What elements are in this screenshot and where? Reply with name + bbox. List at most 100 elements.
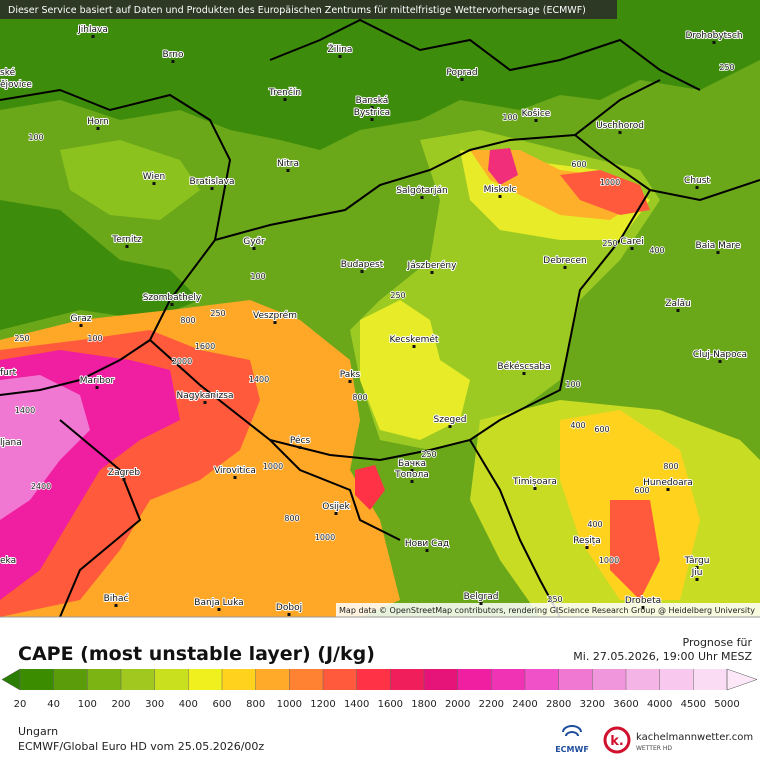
- place-label: Târgu: [684, 556, 710, 566]
- contour-label: 1000: [263, 462, 283, 471]
- colorbar-label: 600: [212, 699, 231, 710]
- places: Jihlava Brno Žilina Poprad Drohobytsch ské ějo…: [0, 24, 748, 616]
- colorbar-label: 2800: [546, 699, 571, 710]
- place-label: Belgrad: [464, 592, 499, 602]
- place-label: Kecskemét: [390, 334, 439, 345]
- colorbar-label: 1800: [411, 699, 436, 710]
- place-dot: [348, 380, 352, 383]
- place-dot: [283, 98, 287, 101]
- place-dot: [534, 119, 538, 122]
- place-label: ějovice: [0, 80, 32, 90]
- place-dot: [412, 345, 416, 348]
- place-dot: [370, 106, 374, 109]
- contour-label: 100: [502, 113, 517, 122]
- colorbar-segment: [255, 669, 290, 690]
- contour-label: 600: [571, 160, 586, 169]
- colorbar-label: 4500: [681, 699, 706, 710]
- borders: [0, 18, 760, 618]
- place-dot: [338, 55, 342, 58]
- contour-label: 600: [594, 425, 609, 434]
- place-label: Ternitz: [111, 235, 142, 245]
- colorbar: 20 40 100 200 300 400 600 800 1000 1200 1400 1600 18…: [1, 668, 758, 710]
- place-dot: [203, 401, 207, 404]
- contour-label: 400: [570, 421, 585, 430]
- colorbar-label: 4000: [647, 699, 672, 710]
- contour-label: 2000: [172, 357, 192, 366]
- colorbar-label: 200: [111, 699, 130, 710]
- place-dot: [210, 187, 214, 190]
- place-dot: [152, 182, 156, 185]
- colorbar-label: 2400: [512, 699, 537, 710]
- place-dot: [425, 549, 429, 552]
- ecmwf-logo: ECMWF: [555, 725, 589, 754]
- contour-label: 800: [284, 514, 299, 523]
- place-dot: [522, 372, 526, 375]
- place-label: Banská: [356, 96, 389, 106]
- place-label: Топола: [394, 470, 429, 480]
- colorbar-label: 5000: [714, 699, 739, 710]
- place-dot: [448, 425, 452, 428]
- brand-sub: WETTER HD: [636, 745, 672, 752]
- place-label: Baia Mare: [696, 241, 741, 251]
- place-label: ské: [0, 67, 16, 78]
- place-label: Banja Luka: [194, 598, 243, 608]
- contour-label: 1000: [600, 178, 620, 187]
- place-dot: [114, 604, 118, 607]
- contour-label: 600: [634, 486, 649, 495]
- place-dot: [410, 480, 414, 483]
- colorbar-label: 400: [179, 699, 198, 710]
- contour-label: 250: [210, 309, 225, 318]
- place-dot: [252, 247, 256, 250]
- brand: kachelmannwetter.com: [636, 732, 753, 743]
- colorbar-label: 3200: [580, 699, 605, 710]
- colorbar-segment: [356, 669, 391, 690]
- place-dot: [718, 360, 722, 363]
- place-dot: [716, 251, 720, 254]
- place-label: Nitra: [277, 159, 299, 169]
- contour-label: 250: [719, 63, 734, 72]
- contour-label: 100: [250, 272, 265, 281]
- contour-label: 100: [28, 133, 43, 142]
- colorbar-label: 100: [78, 699, 97, 710]
- place-label: Chust: [684, 176, 710, 186]
- place-label: Pécs: [290, 435, 311, 446]
- place-label: Bratislava: [190, 177, 235, 187]
- colorbar-segment: [626, 669, 660, 690]
- place-dot: [286, 169, 290, 172]
- colorbar-segment: [87, 669, 122, 690]
- place-label: Jászberény: [407, 260, 458, 271]
- place-label: Drobeta: [625, 596, 661, 606]
- place-dot: [91, 35, 95, 38]
- contour-label: 250: [14, 334, 29, 343]
- brand-icon: k.: [610, 734, 624, 749]
- place-label: Graz: [71, 314, 92, 324]
- place-dot: [95, 386, 99, 389]
- place-label: Drohobytsch: [685, 31, 742, 41]
- contour-label: 250: [421, 450, 436, 459]
- legend-title: CAPE (most unstable layer) (J/kg): [18, 643, 375, 665]
- place-label: Bystrica: [354, 108, 390, 118]
- place-dot: [695, 578, 699, 581]
- place-dot: [217, 608, 221, 611]
- place-label: Doboj: [276, 603, 302, 613]
- contour-label: 1600: [195, 342, 215, 351]
- place-label: Zalău: [665, 299, 690, 309]
- place-label: Košice: [522, 108, 551, 119]
- header-notice: Dieser Service basiert auf Daten und Pro…: [8, 5, 586, 16]
- colorbar-label: 300: [145, 699, 164, 710]
- place-dot: [360, 270, 364, 273]
- place-label: Debrecen: [543, 256, 586, 266]
- contour-label: 2400: [31, 482, 51, 491]
- place-label: Nagykanizsa: [177, 391, 234, 401]
- colorbar-segment: [154, 669, 189, 690]
- contour-label: 250: [547, 595, 562, 604]
- place-label: Zagreb: [108, 468, 140, 478]
- place-dot: [479, 602, 483, 605]
- place-label: Wien: [143, 172, 165, 182]
- brand-logo: k. kachelmannwetter.com WETTER HD: [603, 726, 753, 754]
- colorbar-label: 1400: [344, 699, 369, 710]
- place-label: Maribor: [80, 376, 115, 386]
- colorbar-label: 1600: [378, 699, 403, 710]
- place-dot: [533, 487, 537, 490]
